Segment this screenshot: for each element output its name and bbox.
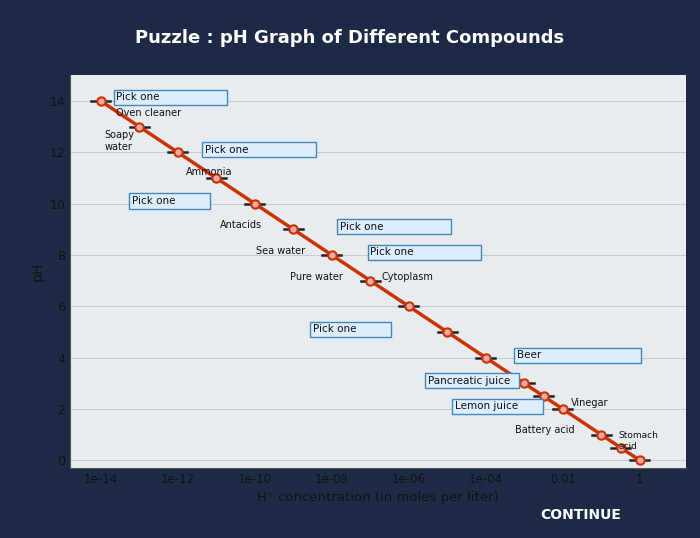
Text: Pick one: Pick one (340, 222, 448, 232)
Text: Oven cleaner: Oven cleaner (116, 108, 181, 117)
Text: Pick one: Pick one (370, 247, 479, 258)
Text: Pick one: Pick one (116, 92, 225, 102)
X-axis label: H⁺ concentration (in moles per liter): H⁺ concentration (in moles per liter) (257, 492, 499, 505)
Text: Pancreatic juice: Pancreatic juice (428, 376, 517, 386)
Text: Ammonia: Ammonia (186, 167, 232, 176)
Text: Beer: Beer (517, 350, 638, 360)
Text: Pick one: Pick one (205, 145, 314, 155)
Text: Sea water: Sea water (256, 246, 305, 256)
Text: Pick one: Pick one (313, 324, 389, 335)
Text: Pick one: Pick one (132, 196, 208, 206)
Text: Soapy
water: Soapy water (105, 130, 134, 152)
Text: Battery acid: Battery acid (514, 424, 574, 435)
Text: Stomach
acid: Stomach acid (619, 431, 659, 451)
Text: Lemon juice: Lemon juice (455, 401, 541, 412)
Y-axis label: pH: pH (31, 262, 45, 281)
Text: Pure water: Pure water (290, 272, 344, 282)
Text: Puzzle : pH Graph of Different Compounds: Puzzle : pH Graph of Different Compounds (135, 29, 565, 47)
Text: Antacids: Antacids (220, 221, 262, 230)
Text: Cytoplasm: Cytoplasm (382, 272, 434, 282)
Text: Vinegar: Vinegar (570, 398, 608, 408)
Text: CONTINUE: CONTINUE (540, 508, 622, 522)
